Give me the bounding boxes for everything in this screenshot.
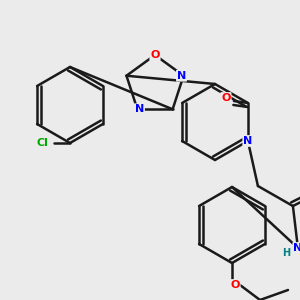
Text: N: N — [293, 243, 300, 253]
Text: O: O — [221, 93, 231, 103]
Text: N: N — [177, 71, 186, 81]
Text: Cl: Cl — [36, 138, 48, 148]
Text: N: N — [243, 136, 253, 146]
Text: H: H — [282, 248, 290, 258]
Text: O: O — [150, 50, 160, 60]
Text: N: N — [135, 104, 144, 114]
Text: O: O — [230, 280, 240, 290]
